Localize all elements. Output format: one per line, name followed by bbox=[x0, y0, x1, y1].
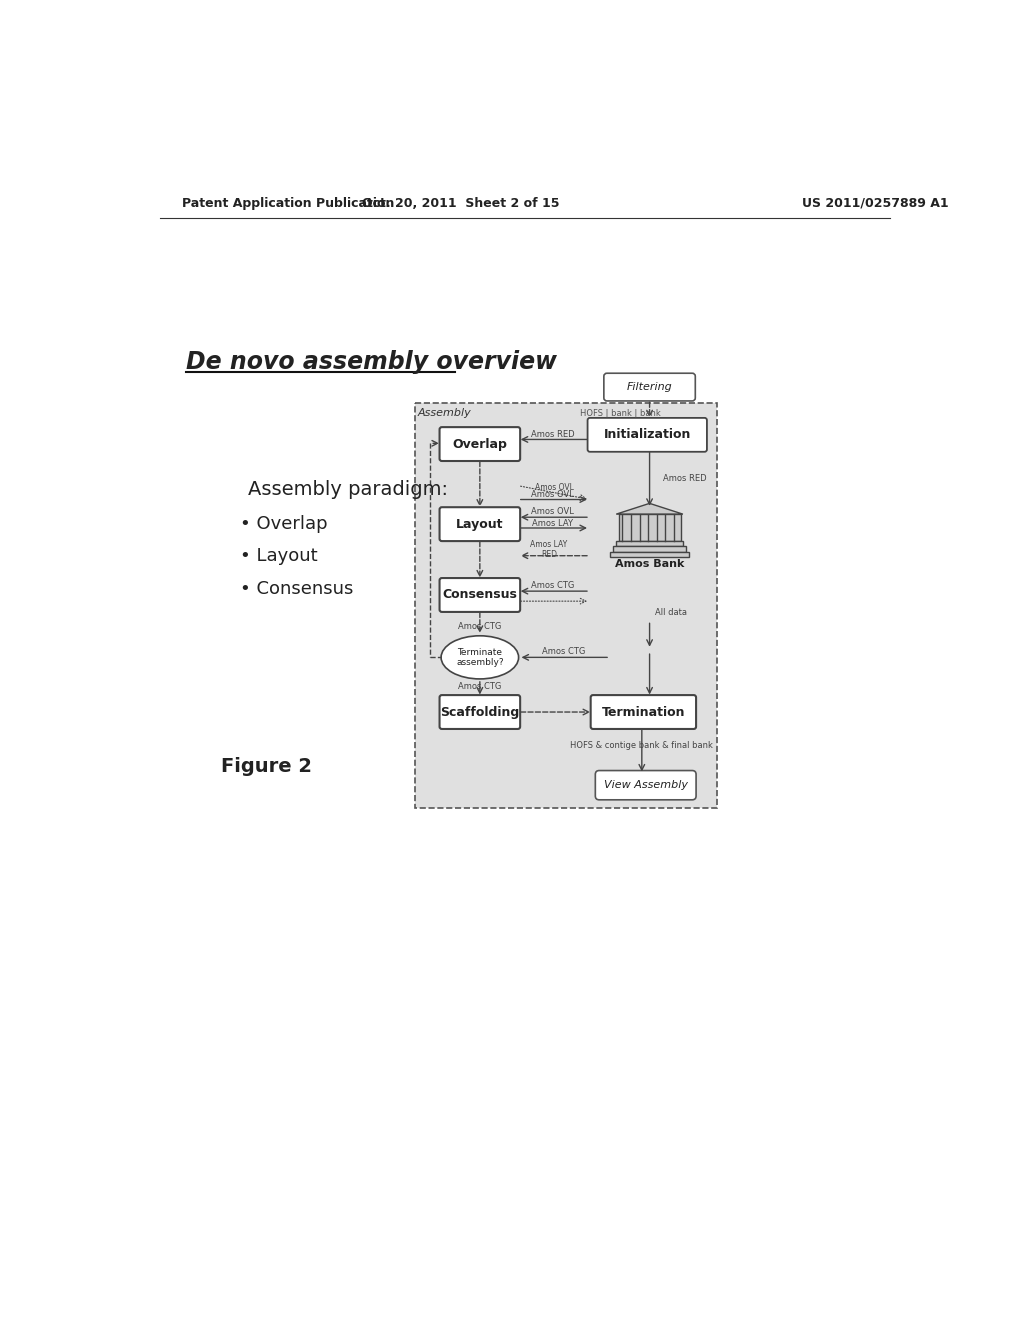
Text: Amos CTG: Amos CTG bbox=[542, 648, 586, 656]
Text: Amos Bank: Amos Bank bbox=[614, 560, 684, 569]
FancyBboxPatch shape bbox=[591, 696, 696, 729]
FancyBboxPatch shape bbox=[439, 428, 520, 461]
Polygon shape bbox=[616, 503, 683, 515]
Text: Termination: Termination bbox=[602, 705, 685, 718]
Text: Amos CTG: Amos CTG bbox=[458, 622, 502, 631]
Text: Assembly: Assembly bbox=[418, 408, 471, 418]
Text: Scaffolding: Scaffolding bbox=[440, 705, 519, 718]
Text: HOFS & contige bank & final bank: HOFS & contige bank & final bank bbox=[570, 741, 714, 750]
Bar bbox=[616, 541, 683, 546]
FancyBboxPatch shape bbox=[604, 374, 695, 401]
Text: Figure 2: Figure 2 bbox=[221, 758, 312, 776]
Text: Assembly paradigm:: Assembly paradigm: bbox=[248, 480, 449, 499]
Bar bbox=[613, 546, 686, 552]
Text: Filtering: Filtering bbox=[627, 381, 673, 392]
Text: Layout: Layout bbox=[456, 517, 504, 531]
Text: Overlap: Overlap bbox=[453, 437, 507, 450]
Text: Amos RED: Amos RED bbox=[530, 429, 574, 438]
FancyBboxPatch shape bbox=[588, 418, 707, 451]
Bar bbox=[618, 515, 681, 541]
Text: Amos OVL: Amos OVL bbox=[535, 483, 573, 492]
Text: Amos OVL: Amos OVL bbox=[531, 490, 574, 499]
Text: • Overlap: • Overlap bbox=[241, 515, 328, 533]
FancyBboxPatch shape bbox=[439, 578, 520, 612]
Text: Oct. 20, 2011  Sheet 2 of 15: Oct. 20, 2011 Sheet 2 of 15 bbox=[362, 197, 560, 210]
Text: Amos CTG: Amos CTG bbox=[531, 581, 574, 590]
FancyBboxPatch shape bbox=[439, 507, 520, 541]
Text: All data: All data bbox=[655, 609, 687, 618]
Text: Initialization: Initialization bbox=[603, 428, 691, 441]
Text: • Consensus: • Consensus bbox=[241, 579, 353, 598]
Text: Amos LAY: Amos LAY bbox=[532, 519, 573, 528]
Text: De novo assembly overview: De novo assembly overview bbox=[186, 350, 557, 375]
Text: US 2011/0257889 A1: US 2011/0257889 A1 bbox=[802, 197, 949, 210]
Text: Amos LAY
RED: Amos LAY RED bbox=[530, 540, 567, 560]
Text: Amos CTG: Amos CTG bbox=[458, 682, 502, 692]
Text: Patent Application Publication: Patent Application Publication bbox=[182, 197, 394, 210]
Bar bbox=[610, 552, 689, 557]
Text: • Layout: • Layout bbox=[241, 548, 318, 565]
Bar bbox=[415, 404, 717, 808]
Text: Consensus: Consensus bbox=[442, 589, 517, 602]
FancyBboxPatch shape bbox=[595, 771, 696, 800]
Text: View Assembly: View Assembly bbox=[604, 780, 688, 791]
Ellipse shape bbox=[441, 636, 518, 678]
Text: HOFS | bank | bank: HOFS | bank | bank bbox=[580, 409, 660, 417]
FancyBboxPatch shape bbox=[439, 696, 520, 729]
Text: Terminate
assembly?: Terminate assembly? bbox=[456, 648, 504, 667]
Text: Amos OVL: Amos OVL bbox=[531, 507, 574, 516]
Text: Amos RED: Amos RED bbox=[663, 474, 707, 483]
